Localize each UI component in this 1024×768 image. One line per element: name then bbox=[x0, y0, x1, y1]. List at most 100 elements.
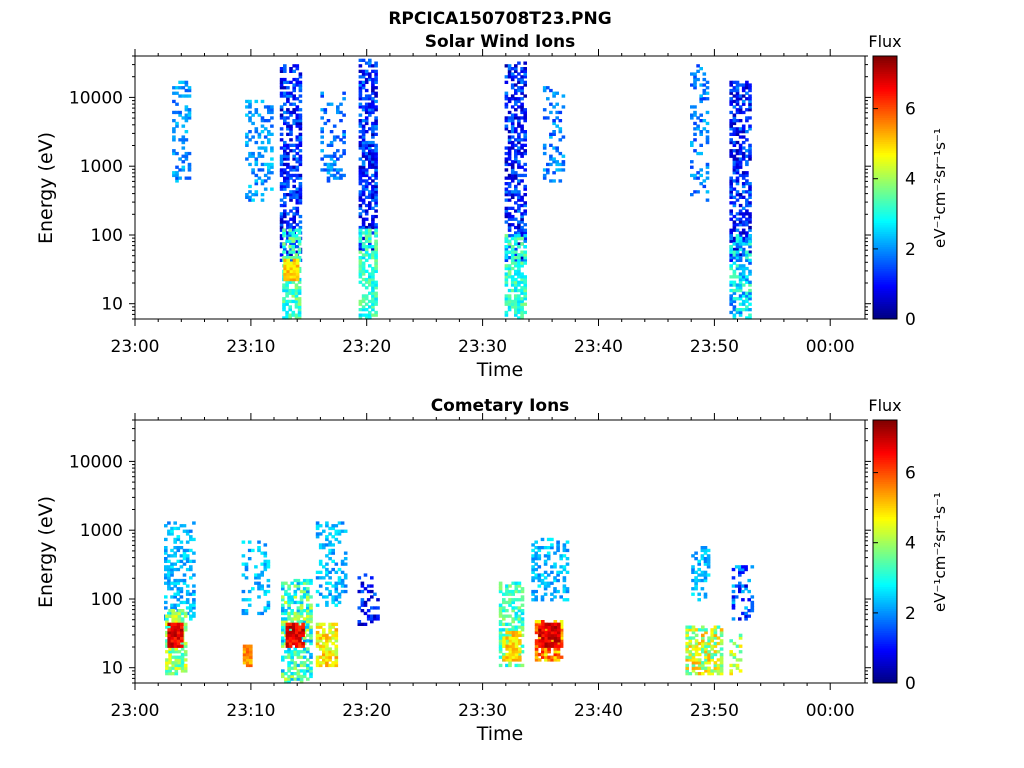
spectrogram-cell bbox=[716, 650, 721, 654]
spectrogram-cell bbox=[283, 94, 287, 98]
spectrogram-cell bbox=[738, 310, 743, 315]
colorbar-label: Flux bbox=[868, 32, 901, 51]
spectrogram-cell bbox=[701, 641, 705, 646]
spectrogram-cell bbox=[283, 64, 287, 68]
spectrogram-cell bbox=[507, 228, 512, 232]
spectrogram-cell bbox=[702, 88, 707, 93]
spectrogram-cell bbox=[292, 121, 296, 126]
spectrogram-cell bbox=[374, 151, 378, 156]
spectrogram-cell bbox=[289, 223, 293, 227]
colorbar-segment bbox=[873, 523, 897, 526]
spectrogram-cell bbox=[184, 116, 189, 120]
colorbar-segment bbox=[873, 514, 897, 517]
spectrogram-cell bbox=[284, 620, 288, 624]
spectrogram-cell bbox=[543, 592, 548, 596]
spectrogram-cell bbox=[331, 633, 335, 637]
spectrogram-cell bbox=[292, 119, 296, 123]
spectrogram-cell bbox=[694, 576, 698, 580]
colorbar-segment bbox=[873, 123, 897, 127]
spectrogram-cell bbox=[257, 548, 261, 553]
spectrogram-cell bbox=[511, 641, 516, 646]
spectrogram-cell bbox=[361, 143, 366, 147]
spectrogram-cell bbox=[242, 650, 247, 654]
spectrogram-cell bbox=[517, 231, 521, 235]
spectrogram-cell bbox=[358, 269, 363, 273]
spectrogram-cell bbox=[364, 277, 369, 282]
spectrogram-cell bbox=[315, 521, 320, 525]
spectrogram-cell bbox=[283, 162, 287, 167]
spectrogram-cell bbox=[287, 584, 291, 588]
spectrogram-cell bbox=[179, 589, 184, 594]
spectrogram-cell bbox=[358, 272, 363, 276]
spectrogram-cell bbox=[514, 611, 519, 616]
spectrogram-cell bbox=[306, 620, 310, 624]
spectrogram-cell bbox=[514, 236, 518, 241]
spectrogram-cell bbox=[514, 231, 518, 235]
spectrogram-cell bbox=[292, 157, 296, 161]
spectrogram-cell bbox=[745, 119, 749, 123]
spectrogram-cell bbox=[520, 308, 524, 312]
spectrogram-cell bbox=[504, 275, 509, 279]
colorbar-segment bbox=[873, 233, 897, 237]
spectrogram-cell bbox=[334, 537, 339, 542]
spectrogram-cell bbox=[173, 639, 178, 643]
spectrogram-cell bbox=[183, 622, 188, 626]
spectrogram-cell bbox=[510, 302, 515, 306]
spectrogram-cell bbox=[295, 138, 300, 142]
spectrogram-cell bbox=[292, 94, 296, 98]
spectrogram-cell bbox=[371, 154, 375, 158]
spectrogram-cell bbox=[547, 628, 552, 632]
spectrogram-cell bbox=[187, 88, 192, 93]
spectrogram-cell bbox=[732, 641, 737, 646]
spectrogram-cell bbox=[184, 83, 189, 87]
spectrogram-cell bbox=[544, 628, 548, 632]
spectrogram-cell bbox=[292, 277, 297, 282]
spectrogram-cell bbox=[358, 308, 363, 312]
spectrogram-cell bbox=[745, 242, 749, 246]
spectrogram-cell bbox=[173, 562, 177, 566]
spectrogram-cell bbox=[707, 658, 711, 662]
spectrogram-cell bbox=[514, 171, 518, 175]
spectrogram-cell bbox=[553, 652, 558, 657]
spectrogram-cell bbox=[544, 630, 549, 635]
spectrogram-cell bbox=[550, 565, 554, 569]
spectrogram-cell bbox=[257, 584, 261, 588]
spectrogram-cell bbox=[559, 644, 564, 648]
spectrogram-cell bbox=[374, 105, 378, 109]
spectrogram-cell bbox=[288, 630, 293, 635]
spectrogram-cell bbox=[357, 620, 362, 624]
spectrogram-cell bbox=[511, 644, 516, 648]
spectrogram-cell bbox=[251, 193, 255, 197]
spectrogram-cell bbox=[713, 650, 718, 654]
colorbar-segment bbox=[873, 99, 897, 103]
spectrogram-cell bbox=[299, 669, 304, 673]
spectrogram-cell bbox=[729, 190, 733, 194]
spectrogram-cell bbox=[546, 537, 551, 542]
spectrogram-cell bbox=[174, 614, 179, 618]
colorbar-segment bbox=[873, 630, 897, 634]
spectrogram-cell bbox=[738, 217, 743, 221]
spectrogram-cell bbox=[288, 639, 293, 643]
spectrogram-cell bbox=[291, 639, 296, 643]
spectrogram-cell bbox=[189, 535, 193, 539]
spectrogram-cell bbox=[371, 294, 375, 298]
spectrogram-cell bbox=[185, 540, 190, 544]
colorbar-segment bbox=[873, 663, 897, 666]
spectrogram-cell bbox=[729, 127, 733, 131]
spectrogram-cell bbox=[541, 644, 545, 648]
spectrogram-cell bbox=[544, 622, 549, 626]
colorbar-segment bbox=[873, 66, 897, 70]
spectrogram-cell bbox=[523, 83, 527, 87]
spectrogram-cell bbox=[288, 299, 292, 304]
spectrogram-cell bbox=[187, 86, 192, 90]
spectrogram-cell bbox=[245, 658, 250, 662]
spectrogram-cell bbox=[184, 80, 189, 84]
spectrogram-cell bbox=[288, 622, 293, 626]
spectrogram-cell bbox=[177, 661, 182, 665]
spectrogram-cell bbox=[741, 130, 746, 134]
spectrogram-cell bbox=[267, 105, 271, 109]
spectrogram-cell bbox=[192, 606, 196, 610]
spectrogram-cell bbox=[697, 666, 702, 670]
spectrogram-cell bbox=[298, 625, 302, 629]
spectrogram-cell bbox=[542, 108, 547, 112]
